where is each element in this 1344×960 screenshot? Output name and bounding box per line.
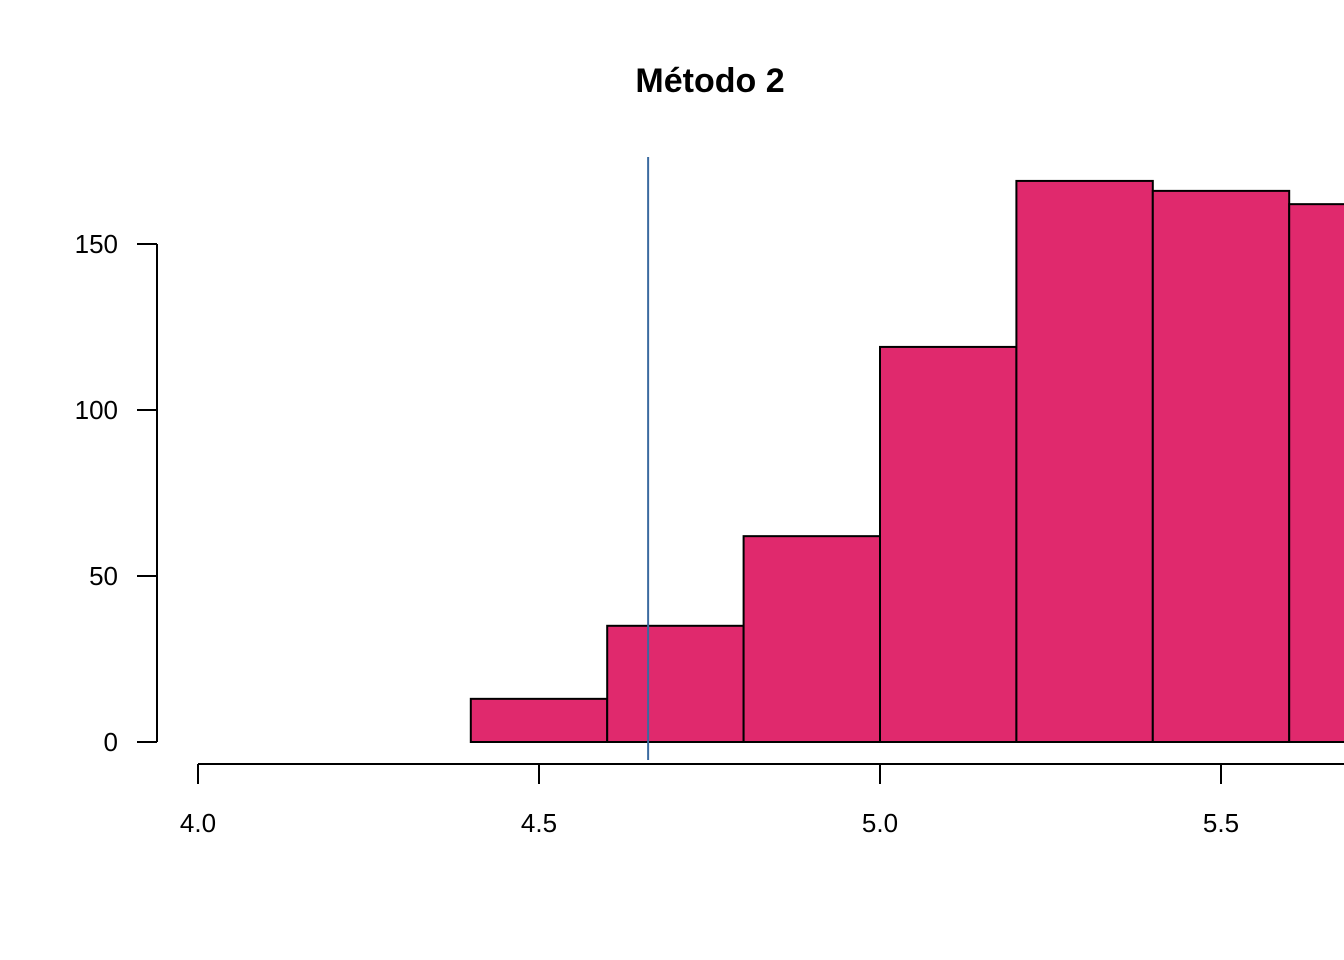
x-axis: 4.04.55.05.56.06.57.0 bbox=[180, 763, 1344, 838]
x-tick-label: 4.5 bbox=[521, 808, 557, 838]
reference-lines-group bbox=[647, 157, 650, 760]
y-tick-label: 150 bbox=[75, 229, 118, 259]
x-tick-label: 4.0 bbox=[180, 808, 216, 838]
y-axis: 0 50 100 150 bbox=[75, 229, 158, 757]
x-tick-label: 5.5 bbox=[1203, 808, 1239, 838]
bars-group bbox=[469, 179, 1344, 744]
x-tick-label: 5.0 bbox=[862, 808, 898, 838]
chart-title: Método 2 bbox=[635, 62, 784, 100]
histogram-bar bbox=[879, 345, 1018, 743]
histogram-bar bbox=[742, 535, 881, 743]
histogram-bar bbox=[1288, 203, 1344, 744]
histogram-bar bbox=[469, 697, 609, 744]
histogram-bar bbox=[606, 624, 745, 743]
histogram-bar bbox=[1015, 179, 1154, 744]
y-tick-label: 50 bbox=[89, 561, 118, 591]
histogram-bar bbox=[1151, 189, 1291, 743]
y-tick-label: 0 bbox=[104, 727, 118, 757]
y-tick-label: 100 bbox=[75, 395, 118, 425]
